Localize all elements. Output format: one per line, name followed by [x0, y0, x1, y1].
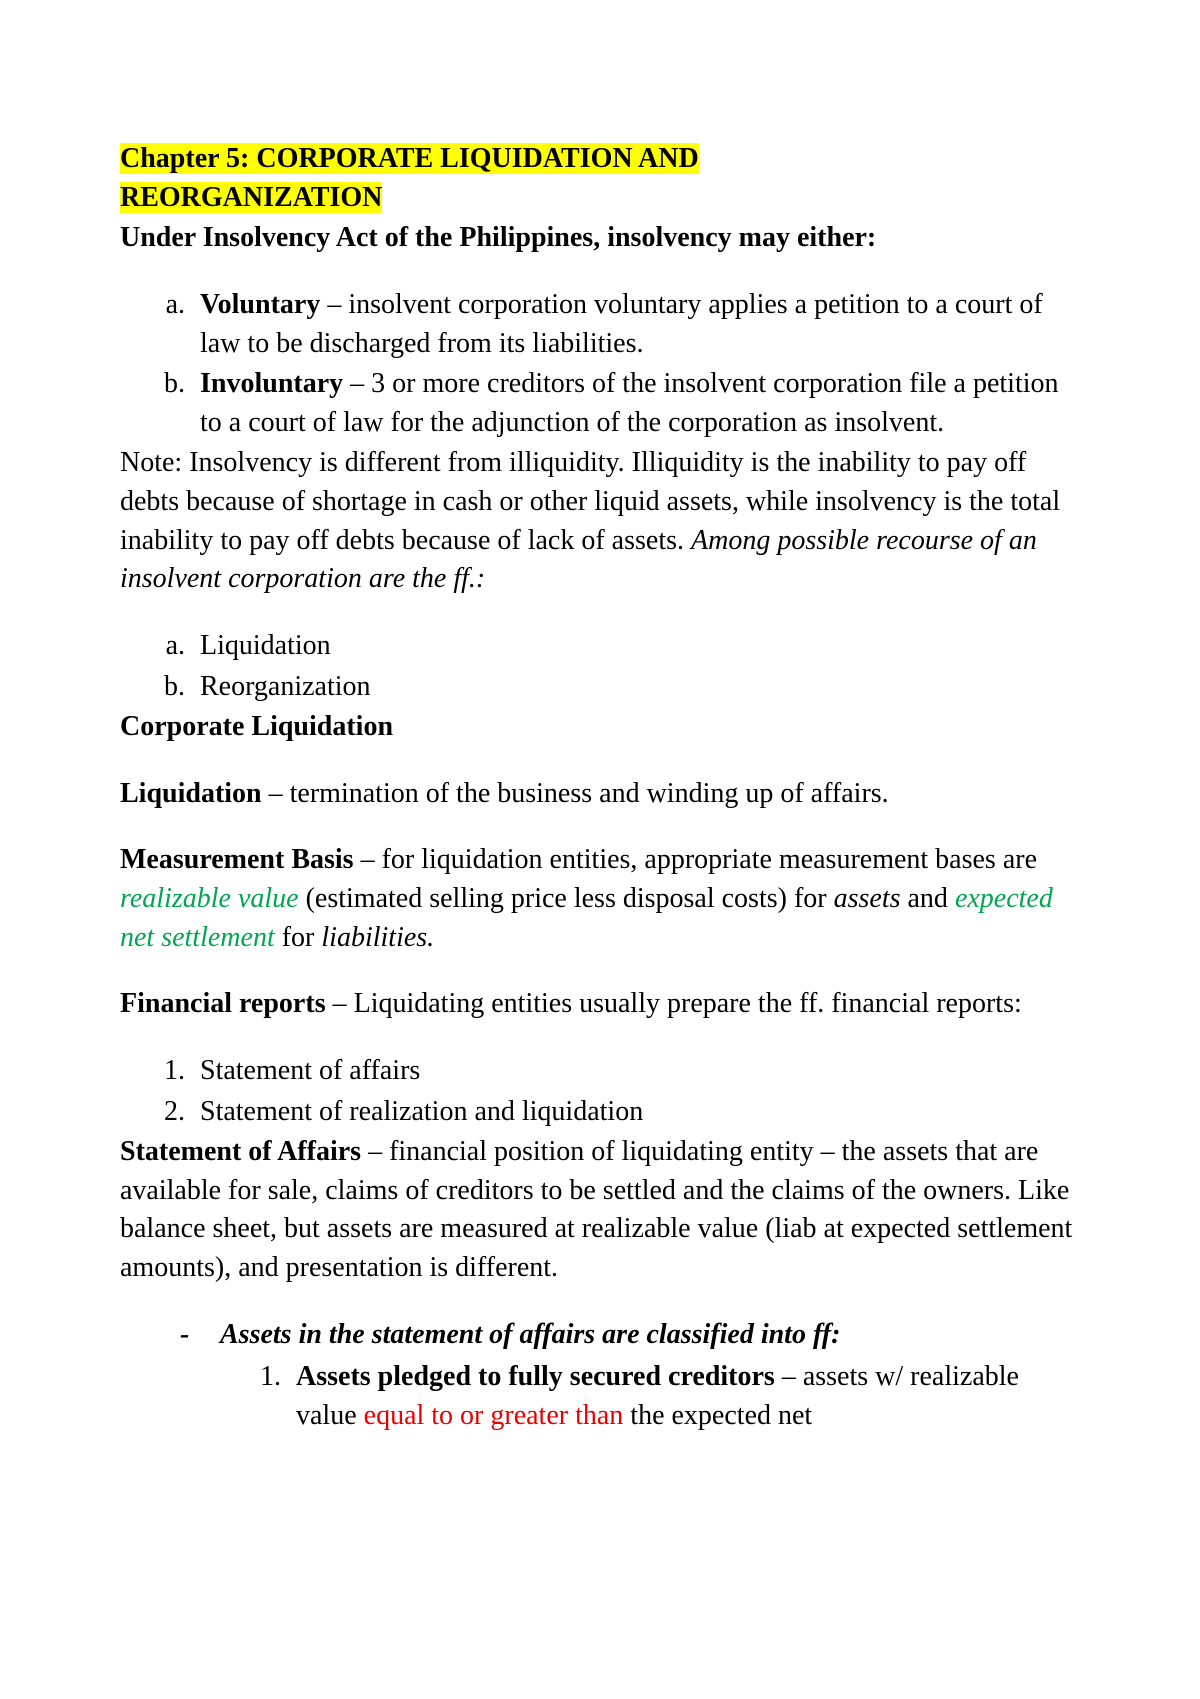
note-paragraph: Note: Insolvency is different from illiq…: [120, 444, 1080, 599]
list-item: Liquidation: [192, 627, 1080, 666]
statement-of-affairs-def: Statement of Affairs – financial positio…: [120, 1133, 1080, 1288]
intro-heading: Under Insolvency Act of the Philippines,…: [120, 219, 1080, 258]
list-item: Assets in the statement of affairs are c…: [120, 1316, 1080, 1436]
financial-reports-term: Financial reports: [120, 988, 326, 1019]
list-item: Assets pledged to fully secured creditor…: [288, 1358, 1080, 1435]
measurement-basis-def: Measurement Basis – for liquidation enti…: [120, 841, 1080, 957]
soa-term: Statement of Affairs: [120, 1136, 361, 1167]
document-page: Chapter 5: CORPORATE LIQUIDATION AND REO…: [0, 0, 1200, 1699]
chapter-title-text-1: Chapter 5: CORPORATE LIQUIDATION AND: [120, 143, 699, 174]
measurement-italic1: assets: [834, 883, 901, 914]
financial-reports-list: Statement of affairs Statement of realiz…: [120, 1052, 1080, 1131]
list-item: Statement of affairs: [192, 1052, 1080, 1091]
liquidation-desc: – termination of the business and windin…: [262, 778, 889, 809]
chapter-title-text-2: REORGANIZATION: [120, 182, 382, 213]
desc-voluntary: – insolvent corporation voluntary applie…: [200, 289, 1043, 359]
financial-reports-def: Financial reports – Liquidating entities…: [120, 985, 1080, 1024]
corporate-liquidation-heading-text: Corporate Liquidation: [120, 711, 393, 742]
list-item: Statement of realization and liquidation: [192, 1093, 1080, 1132]
measurement-lead: – for liquidation entities, appropriate …: [354, 844, 1037, 875]
measurement-mid2: and: [901, 883, 955, 914]
measurement-mid1: (estimated selling price less disposal c…: [299, 883, 834, 914]
report-item-2: Statement of realization and liquidation: [200, 1096, 643, 1127]
assets-classified-list: Assets in the statement of affairs are c…: [120, 1316, 1080, 1436]
recourse-item-1: Liquidation: [200, 630, 331, 661]
list-item: Reorganization: [192, 668, 1080, 707]
report-item-1: Statement of affairs: [200, 1055, 420, 1086]
asset-class-term: Assets pledged to fully secured creditor…: [296, 1361, 775, 1392]
recourse-list: Liquidation Reorganization: [120, 627, 1080, 706]
measurement-green1: realizable value: [120, 883, 299, 914]
assets-classified-heading: Assets in the statement of affairs are c…: [220, 1319, 840, 1350]
liquidation-term: Liquidation: [120, 778, 262, 809]
corporate-liquidation-heading: Corporate Liquidation: [120, 708, 1080, 747]
asset-classification-sublist: Assets pledged to fully secured creditor…: [220, 1358, 1080, 1435]
intro-heading-text: Under Insolvency Act of the Philippines,…: [120, 222, 876, 253]
term-voluntary: Voluntary: [200, 289, 320, 320]
measurement-mid3: for: [275, 922, 322, 953]
liquidation-def: Liquidation – termination of the busines…: [120, 775, 1080, 814]
financial-reports-desc: – Liquidating entities usually prepare t…: [326, 988, 1022, 1019]
list-item: Involuntary – 3 or more creditors of the…: [192, 365, 1080, 442]
recourse-item-2: Reorganization: [200, 671, 371, 702]
chapter-title-line1: Chapter 5: CORPORATE LIQUIDATION AND: [120, 140, 1080, 179]
asset-class-tail: the expected net: [623, 1400, 812, 1431]
list-item: Voluntary – insolvent corporation volunt…: [192, 286, 1080, 363]
measurement-italic2: liabilities.: [321, 922, 434, 953]
insolvency-types-list: Voluntary – insolvent corporation volunt…: [120, 286, 1080, 443]
asset-class-red: equal to or greater than: [364, 1400, 624, 1431]
term-involuntary: Involuntary: [200, 368, 343, 399]
measurement-term: Measurement Basis: [120, 844, 354, 875]
chapter-title-line2: REORGANIZATION: [120, 179, 1080, 218]
